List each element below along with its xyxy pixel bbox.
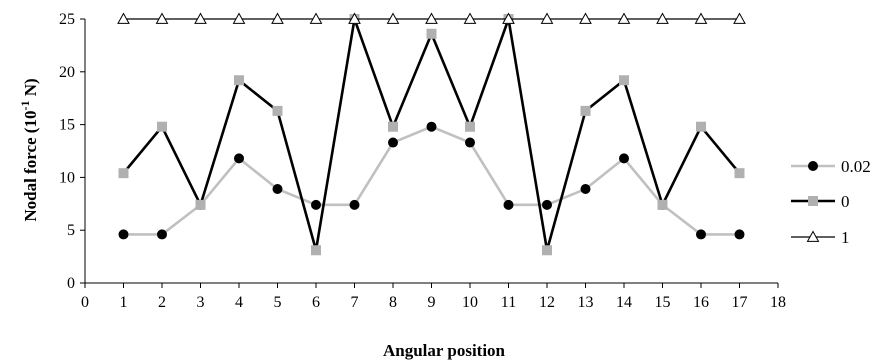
data-point: [619, 153, 629, 164]
data-point: [734, 168, 745, 179]
data-point: [696, 121, 706, 132]
legend-item: 0.02: [791, 157, 871, 176]
data-point: [696, 229, 706, 240]
data-point: [425, 12, 438, 24]
y-tick-label: 15: [59, 117, 75, 134]
legend-label: 0.02: [841, 157, 871, 176]
legend-label: 0: [841, 192, 850, 211]
data-point: [388, 121, 398, 132]
data-point: [311, 245, 321, 256]
data-point: [733, 12, 746, 24]
data-point: [542, 199, 552, 210]
data-point: [348, 12, 361, 24]
x-tick-label: 5: [274, 294, 282, 311]
data-point: [540, 12, 554, 24]
data-point: [465, 137, 475, 148]
series-line: [123, 125, 740, 236]
x-tick-label: 7: [351, 294, 359, 311]
data-point: [155, 12, 169, 24]
legend-marker: [806, 230, 820, 242]
data-point: [463, 12, 477, 24]
data-point: [271, 12, 284, 24]
x-tick-label: 11: [501, 294, 516, 311]
y-tick-label: 10: [59, 169, 75, 186]
data-point: [580, 184, 591, 195]
data-point: [694, 12, 708, 24]
data-point: [195, 199, 206, 210]
x-tick-label: 15: [655, 294, 671, 311]
legend-marker: [808, 161, 818, 171]
data-point: [656, 12, 669, 24]
y-tick-label: 20: [59, 64, 75, 81]
data-point: [426, 121, 437, 132]
legend-marker: [808, 196, 818, 206]
data-point: [734, 229, 745, 240]
x-tick-label: 10: [462, 294, 478, 311]
data-point: [426, 28, 437, 39]
y-axis-title: Nodal force (10-1 N): [18, 78, 40, 221]
data-point: [386, 12, 400, 24]
y-axis-title-main: Nodal force (10: [21, 111, 40, 222]
data-point: [619, 75, 629, 86]
data-point: [502, 12, 515, 24]
legend-item: 0: [791, 192, 850, 211]
x-tick-label: 4: [235, 294, 243, 311]
series-0: [118, 121, 745, 240]
x-tick-label: 17: [732, 294, 748, 311]
legend-label: 1: [841, 228, 850, 247]
y-tick-label: 0: [67, 275, 75, 292]
data-point: [309, 12, 323, 24]
data-point: [542, 245, 552, 256]
data-point: [232, 12, 246, 24]
axes: [80, 18, 779, 288]
x-tick-label: 0: [81, 294, 89, 311]
data-point: [272, 184, 283, 195]
x-tick-label: 6: [312, 294, 320, 311]
data-point: [117, 12, 130, 24]
data-point: [272, 105, 283, 116]
x-tick-label: 1: [120, 294, 128, 311]
y-tick-label: 5: [67, 222, 75, 239]
x-tick-label: 3: [197, 294, 205, 311]
x-tick-label: 8: [389, 294, 397, 311]
legend: 0.02 0 1: [791, 157, 871, 247]
y-axis-title-unit: N): [21, 78, 40, 100]
x-tick-labels: 0 1 2 3 4 5 6 7 8 9 10 11 12 13 14 15 16 17 18: [81, 294, 786, 311]
data-point: [118, 168, 129, 179]
x-axis-title: Angular position: [383, 341, 506, 360]
x-tick-label: 16: [693, 294, 709, 311]
data-point: [617, 12, 631, 24]
series-group: [117, 12, 746, 256]
data-point: [157, 121, 167, 132]
data-point: [465, 121, 475, 132]
data-point: [579, 12, 592, 24]
data-point: [580, 105, 591, 116]
x-tick-label: 12: [539, 294, 555, 311]
data-point: [157, 229, 167, 240]
legend-item: 1: [791, 228, 850, 247]
y-tick-labels: 0 5 10 15 20 25: [59, 11, 75, 292]
x-tick-label: 18: [770, 294, 786, 311]
data-point: [311, 199, 321, 210]
series-1: [118, 13, 745, 256]
data-point: [234, 75, 244, 86]
x-tick-label: 14: [616, 294, 632, 311]
y-tick-label: 25: [59, 11, 75, 28]
data-point: [503, 199, 514, 210]
data-point: [118, 229, 129, 240]
data-point: [234, 153, 244, 164]
series-line: [122, 13, 741, 251]
x-tick-label: 2: [158, 294, 166, 311]
x-tick-label: 9: [428, 294, 436, 311]
data-point: [657, 199, 668, 210]
data-point: [349, 199, 360, 210]
data-point: [194, 12, 207, 24]
data-point: [388, 137, 398, 148]
series-2: [117, 12, 746, 24]
x-tick-label: 13: [578, 294, 594, 311]
y-axis-title-exponent: -1: [18, 101, 32, 111]
